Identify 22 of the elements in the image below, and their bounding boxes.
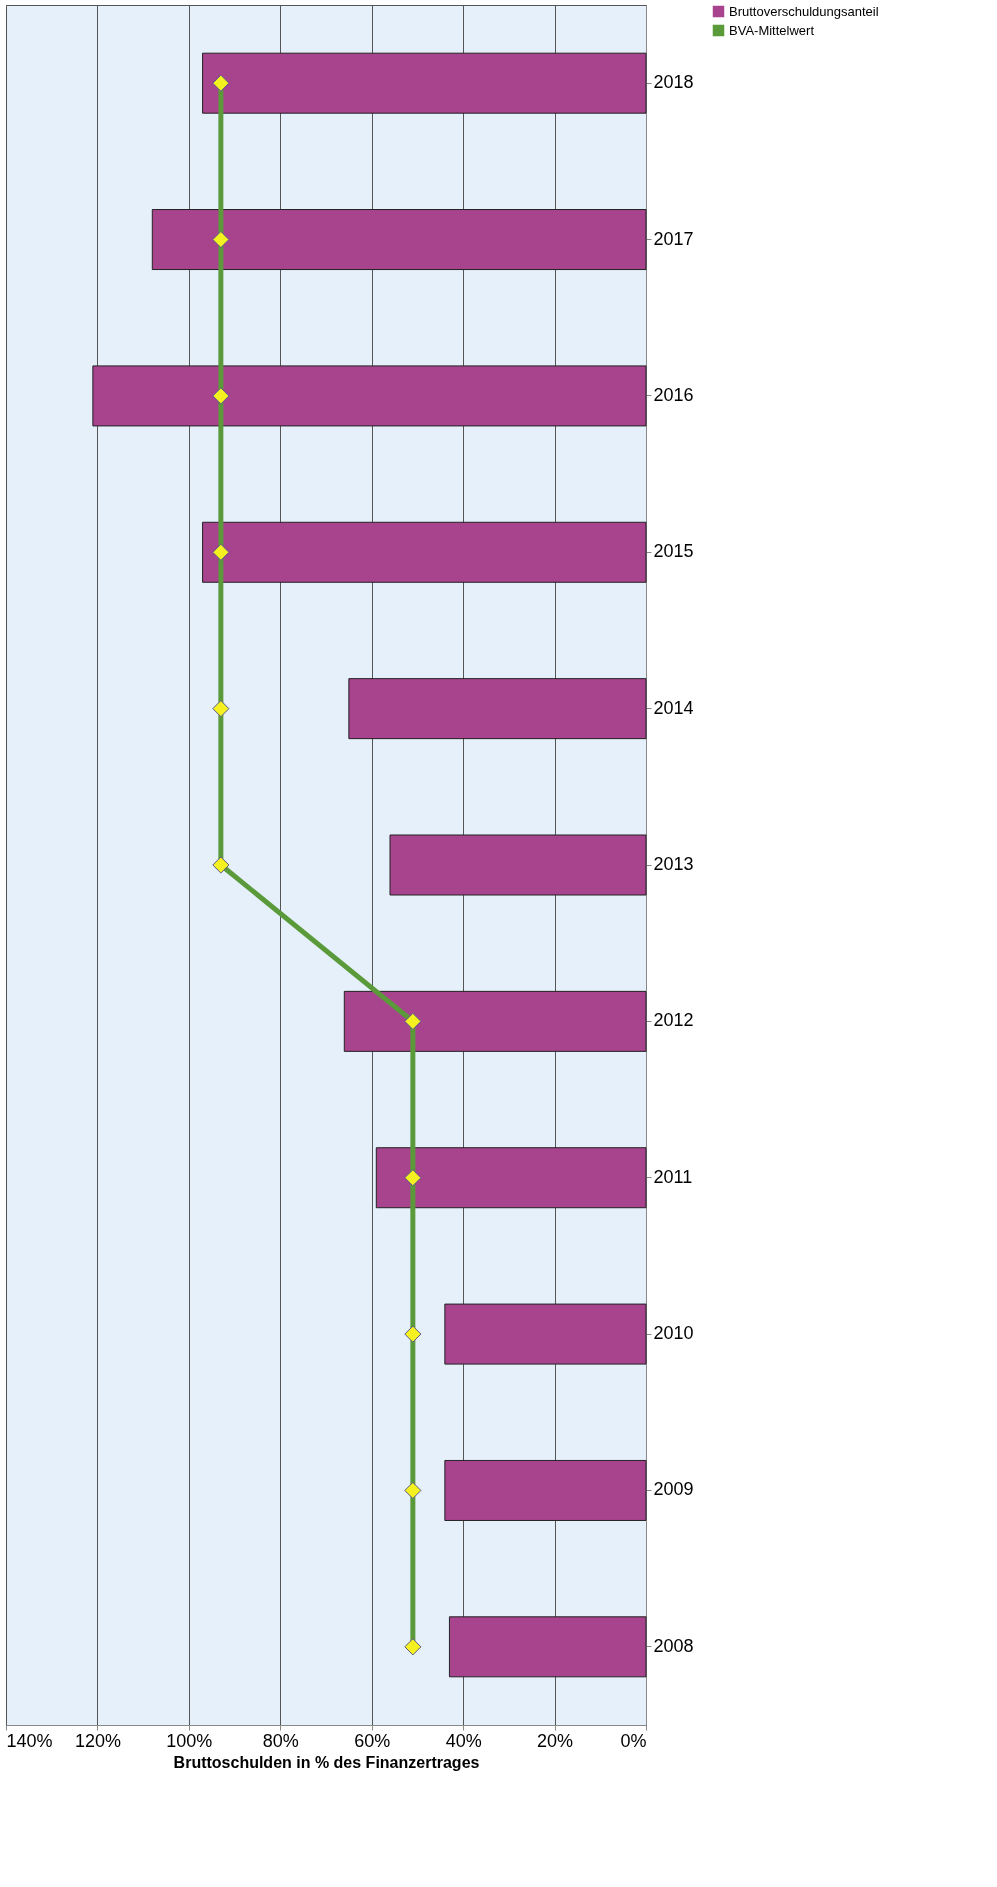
x-axis-title: Bruttoschulden in % des Finanzertrages bbox=[173, 1753, 480, 1771]
y-tick-label: 2013 bbox=[653, 854, 694, 874]
x-tick-label: 80% bbox=[262, 1730, 299, 1751]
y-tick-label: 2011 bbox=[653, 1166, 693, 1187]
x-tick-label: 120% bbox=[74, 1730, 121, 1751]
y-tick-label: 2009 bbox=[653, 1479, 694, 1500]
y-tick-label: 2018 bbox=[653, 72, 694, 93]
y-tick-label: 2014 bbox=[653, 697, 694, 718]
x-tick-label: 0% bbox=[620, 1730, 647, 1751]
x-tick-label: 20% bbox=[537, 1730, 574, 1751]
x-tick-label: 60% bbox=[354, 1730, 391, 1751]
y-tick-label: 2016 bbox=[653, 384, 694, 405]
y-tick-label: 2012 bbox=[653, 1010, 694, 1031]
x-tick-label: 100% bbox=[166, 1730, 213, 1751]
x-tick-label: 40% bbox=[445, 1730, 482, 1751]
y-tick-label: 2008 bbox=[653, 1635, 694, 1656]
y-tick-label: 2015 bbox=[653, 541, 694, 562]
y-tick-label: 2017 bbox=[653, 228, 694, 249]
legend-label: BVA-Mittelwert bbox=[729, 22, 815, 38]
x-tick-label: 140% bbox=[6, 1730, 53, 1751]
legend-label: Bruttoverschuldungsanteil bbox=[729, 3, 879, 19]
y-tick-label: 2010 bbox=[653, 1323, 694, 1344]
